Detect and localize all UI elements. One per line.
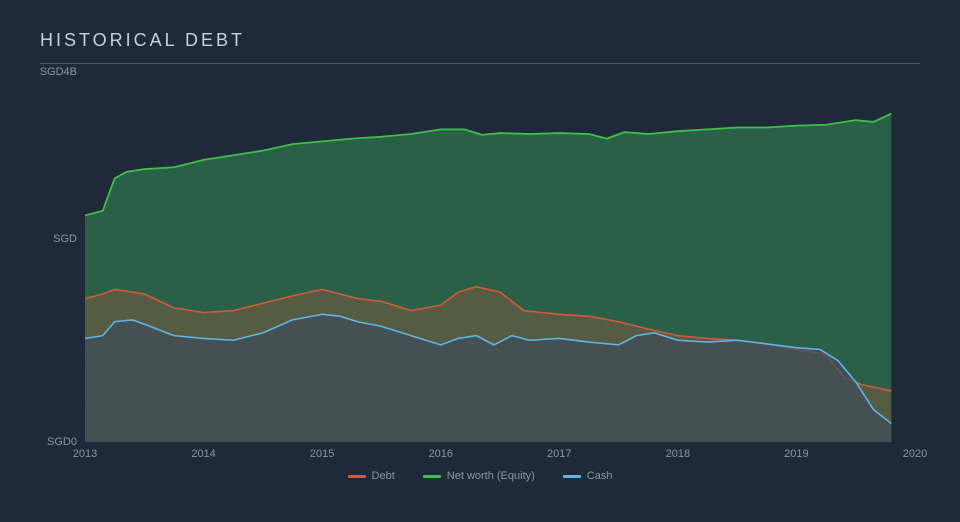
legend-swatch [563, 475, 581, 478]
chart-legend: Debt Net worth (Equity) Cash [40, 470, 920, 482]
legend-label: Net worth (Equity) [447, 470, 535, 482]
y-axis-tick-label: SGD [53, 233, 85, 245]
x-axis-tick-label: 2016 [428, 442, 452, 460]
x-axis-tick-label: 2017 [547, 442, 571, 460]
x-axis-tick-label: 2013 [73, 442, 97, 460]
x-axis-tick-label: 2015 [310, 442, 334, 460]
chart-container: HISTORICAL DEBT SGD4BSGDSGD0201320142015… [0, 0, 960, 522]
chart-plot-area: SGD4BSGDSGD02013201420152016201720182019… [85, 72, 920, 442]
x-axis-tick-label: 2018 [666, 442, 690, 460]
legend-item: Net worth (Equity) [423, 470, 535, 482]
chart-title: HISTORICAL DEBT [40, 30, 920, 64]
legend-label: Debt [372, 470, 395, 482]
chart-svg [85, 72, 915, 442]
legend-item: Debt [348, 470, 395, 482]
y-axis-tick-label: SGD4B [40, 66, 85, 78]
x-axis-tick-label: 2020 [903, 442, 927, 460]
legend-item: Cash [563, 470, 613, 482]
x-axis-tick-label: 2019 [784, 442, 808, 460]
legend-label: Cash [587, 470, 613, 482]
x-axis-tick-label: 2014 [191, 442, 215, 460]
legend-swatch [348, 475, 366, 478]
legend-swatch [423, 475, 441, 478]
